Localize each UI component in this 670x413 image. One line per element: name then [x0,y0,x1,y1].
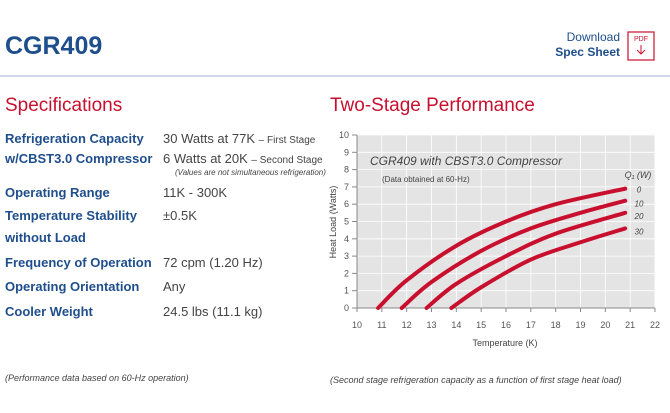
y-tick-label: 3 [344,251,349,261]
series-label: 10 [635,200,644,209]
y-tick-label: 6 [344,199,349,209]
series-line [449,226,628,310]
x-tick-label: 21 [625,320,635,330]
spec-note: (Values are not simultaneous refrigerati… [175,168,326,177]
x-tick-label: 13 [426,320,436,330]
pdf-arrow[interactable] [636,45,646,55]
y-tick-label: 4 [344,234,349,244]
spec-value: 24.5 lbs (11.1 kg) [163,304,262,319]
spec-label: without Load [4,230,86,245]
spec-value-main: 30 Watts at 77K [163,131,255,146]
y-tick-label: 0 [344,303,349,313]
series-line [376,186,628,310]
spec-label: w/CBST3.0 Compressor [4,151,152,166]
x-tick-label: 19 [575,320,585,330]
y-tick-label: 1 [344,286,349,296]
spec-label: Operating Range [5,185,110,200]
spec-value: 6 Watts at 20K – Second Stage [163,151,323,166]
x-tick-label: 12 [402,320,412,330]
spec-label: Cooler Weight [5,304,94,319]
chart: 10 11 12 13 14 15 16 17 18 19 20 21 22012345678910CG… [328,130,660,348]
chart-subtitle: (Data obtained at 60-Hz) [382,175,470,184]
y-tick-label: 10 [339,130,349,140]
section-title: Specifications [5,95,122,116]
y-axis-title: Heat Load (Watts) [328,186,338,259]
x-tick-label: 16 [501,320,511,330]
x-tick-label: 10 [352,320,362,330]
spec-value: ±0.5K [163,208,197,223]
series-line [424,210,628,310]
download-link[interactable]: Download Spec Sheet PDF [555,30,655,61]
x-tick-label: 22 [650,320,660,330]
x-axis-title: Temperature (K) [472,338,537,348]
section-title: Two-Stage Performance [330,95,535,116]
x-tick-label: 15 [476,320,486,330]
y-tick-label: 2 [344,268,349,278]
spec-value: 30 Watts at 77K – First Stage [163,131,316,146]
y-tick-label: 9 [344,147,349,157]
series-line [399,198,628,310]
legend-title: Q₁ (W) [625,170,652,180]
pdf-icon-label[interactable]: PDF [634,36,648,43]
footnote: (Performance data based on 60-Hz operati… [5,373,189,383]
chart-title: CGR409 with CBST3.0 Compressor [370,154,563,168]
spec-label: Frequency of Operation [5,255,152,270]
x-tick-label: 20 [600,320,610,330]
spec-value-main: 6 Watts at 20K [163,151,248,166]
x-tick-label: 17 [526,320,536,330]
x-tick-label: 18 [551,320,561,330]
spec-value-suffix: – Second Stage [251,155,323,166]
series-label: 0 [637,186,642,195]
y-tick-label: 8 [344,165,349,175]
spec-sheet-text[interactable]: Spec Sheet [555,45,620,59]
spec-value: Any [163,279,186,294]
y-tick-label: 7 [344,182,349,192]
footnote: (Second stage refrigeration capacity as … [330,375,622,385]
spec-value-suffix: – First Stage [259,135,316,146]
pdf-icon[interactable] [627,31,655,61]
series-label: 30 [635,227,644,236]
y-tick-label: 5 [344,217,349,227]
x-tick-label: 14 [451,320,461,330]
download-text[interactable]: Download [567,30,620,44]
spec-label: Refrigeration Capacity [5,131,144,146]
spec-label: Temperature Stability [5,208,138,223]
page-title: CGR409 [5,32,102,60]
series-label: 20 [634,212,644,221]
spec-value: 72 cpm (1.20 Hz) [163,255,263,270]
x-tick-label: 11 [377,320,386,330]
spec-label: Operating Orientation [5,279,139,294]
spec-value: 11K - 300K [163,185,227,200]
